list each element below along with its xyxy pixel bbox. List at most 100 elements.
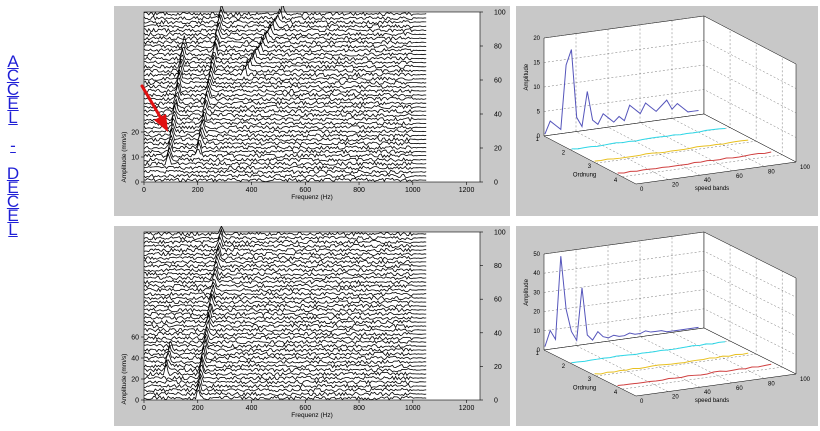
- waterfall-trace: [143, 255, 427, 269]
- z-tick-label: 50: [533, 252, 540, 258]
- order-tick-label: 1: [536, 137, 540, 143]
- band-tick-label: 40: [704, 178, 711, 184]
- z-tick-label: 10: [533, 329, 540, 335]
- right-tick-label: 100: [494, 230, 506, 237]
- waterfall-trace: [143, 150, 427, 163]
- grid-line: [543, 15, 797, 65]
- grid-line: [543, 308, 797, 355]
- waterfall-traces: [143, 2, 427, 183]
- band-tick-label: 80: [768, 169, 775, 175]
- waterfall-trace: [143, 236, 427, 249]
- side-label-char: E: [7, 178, 19, 197]
- x-tick-label: 1000: [405, 187, 421, 194]
- floor-trace: [594, 352, 749, 375]
- x-tick-label: 1200: [459, 187, 475, 194]
- waterfall-trace: [143, 133, 427, 146]
- x-tick-label: 1000: [405, 405, 421, 412]
- x-tick-label: 200: [192, 405, 204, 412]
- waterfall-trace: [143, 93, 427, 106]
- x-tick-label: 200: [192, 187, 204, 194]
- grid-line: [543, 270, 797, 317]
- waterfall-trace: [143, 56, 427, 70]
- side-label-char: -: [10, 136, 16, 155]
- order-axis-label: Ordnung: [573, 385, 596, 391]
- band-tick-label: 60: [736, 174, 743, 180]
- waterfall-trace: [143, 281, 427, 293]
- z-tick-label: 10: [533, 85, 540, 91]
- red-arrow-head: [154, 114, 168, 132]
- waterfall-trace: [143, 372, 427, 385]
- grid-line: [543, 40, 797, 89]
- waterfall-trace: [143, 42, 427, 57]
- right-tick-label: 60: [494, 78, 502, 85]
- decel-3d-chart: 0 10 20 30 40 50 Amplitude 1 2 3 4 Ordnung 0 20 40 60 80…: [524, 231, 811, 405]
- grid-line: [543, 231, 797, 279]
- side-label-char: A: [7, 52, 19, 71]
- x-tick-label: 0: [142, 405, 146, 412]
- waterfall-trace: [143, 90, 427, 102]
- waterfall-trace: [143, 104, 427, 118]
- y-tick-label: 60: [131, 335, 139, 342]
- right-tick-label: 0: [494, 180, 498, 187]
- waterfall-trace: [143, 389, 427, 401]
- waterfall-trace: [143, 31, 427, 45]
- x-tick-label: 400: [246, 405, 258, 412]
- waterfall-trace: [143, 241, 427, 253]
- waterfall-trace: [143, 328, 427, 341]
- right-tick-label: 80: [494, 44, 502, 51]
- waterfall-trace: [143, 40, 427, 53]
- right-tick-label: 0: [494, 398, 498, 405]
- side-label-char: C: [6, 192, 20, 211]
- band-tick-label: 20: [672, 183, 679, 189]
- accel-3d-chart: 0 5 10 15 20 Amplitude 1 2 3 4 Ordnung 0 20 40 60 80 100…: [524, 15, 811, 193]
- grid-line: [543, 289, 797, 336]
- waterfall-trace: [143, 47, 427, 61]
- z-tick-label: 5: [537, 110, 541, 116]
- waterfall-trace: [143, 152, 427, 167]
- band-tick-label: 40: [704, 390, 711, 396]
- x-tick-label: 400: [246, 187, 258, 194]
- waterfall-trace: [143, 302, 427, 317]
- grid-line: [639, 24, 733, 171]
- waterfall-trace: [143, 35, 427, 49]
- waterfall-trace: [143, 288, 427, 301]
- order-tick-label: 4: [614, 178, 618, 184]
- waterfall-trace: [144, 51, 427, 66]
- z-axis-label: Amplitude: [524, 278, 530, 305]
- x-tick-label: 600: [299, 405, 311, 412]
- grid-line: [596, 43, 757, 164]
- z-tick-label: 0: [537, 134, 541, 140]
- x-tick-label: 800: [353, 187, 365, 194]
- red-arrow-shaft: [140, 84, 164, 122]
- waterfall-trace: [143, 77, 427, 90]
- z-tick-label: 0: [537, 348, 541, 354]
- accel-waterfall-panel: 0 200 400 600 800 1000 1200 Frequenz (Hz) 0 20 40 6…: [114, 2, 510, 216]
- waterfall-trace: [143, 126, 427, 138]
- waterfall-trace: [143, 140, 427, 155]
- waterfall-trace: [143, 14, 427, 29]
- y-tick-label: 0: [135, 398, 139, 405]
- grid-line: [543, 64, 797, 114]
- waterfall-trace: [143, 68, 427, 82]
- red-arrow: [140, 84, 168, 132]
- waterfall-trace: [143, 2, 427, 17]
- waterfall-trace: [143, 359, 427, 373]
- band-tick-label: 0: [640, 187, 644, 193]
- waterfall-trace: [144, 335, 427, 349]
- right-tick-label: 20: [494, 364, 502, 371]
- waterfall-trace: [143, 368, 427, 381]
- floor-trace: [594, 139, 749, 162]
- floor: [543, 327, 797, 397]
- waterfall-trace: [143, 319, 427, 333]
- waterfall-trace: [143, 307, 427, 321]
- waterfall-trace: [143, 98, 427, 110]
- side-label-char: E: [7, 206, 19, 225]
- right-tick-label: 100: [494, 10, 506, 17]
- grid-line: [622, 271, 783, 390]
- waterfall-trace: [143, 110, 427, 122]
- grid-line: [622, 56, 783, 177]
- band-axis-label: speed bands: [695, 186, 729, 192]
- waterfall-trace: [143, 268, 427, 281]
